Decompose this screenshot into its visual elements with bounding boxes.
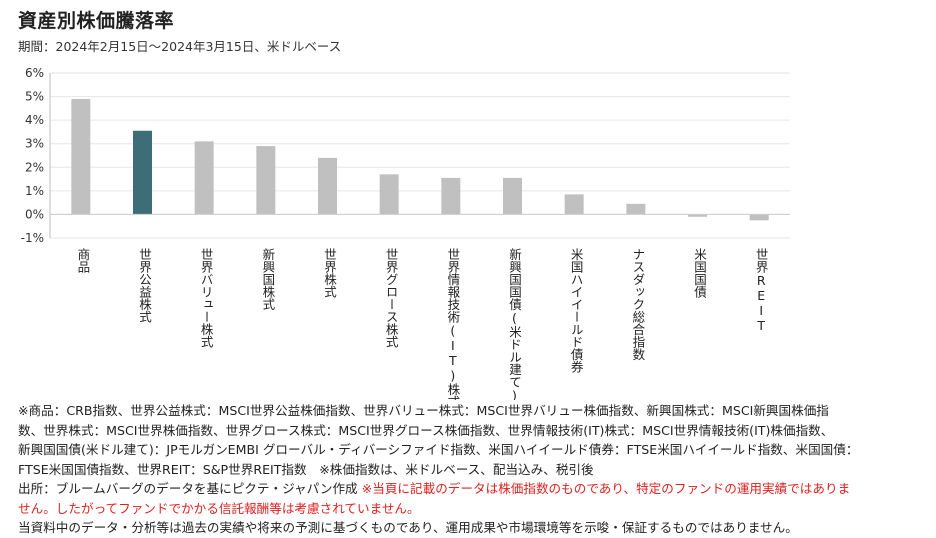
category-label: 米国ハイイールド債券	[569, 248, 584, 373]
category-label: 世界公益株式	[137, 248, 152, 323]
bar	[626, 203, 646, 215]
category-label: 世界REIT	[754, 248, 769, 333]
footnote-line: 数、世界株式：MSCI世界株価指数、世界グロース株式：MSCI世界グロース株価指…	[18, 422, 834, 438]
chart-subtitle: 期間：2024年2月15日～2024年3月15日、米ドルベース	[18, 39, 342, 54]
y-tick-label: -1%	[21, 231, 44, 245]
y-tick-label: 0%	[25, 207, 44, 221]
bar	[318, 157, 337, 215]
disclaimer-text: ※当頁に記載のデータは株価指数のものであり、特定のファンドの運用実績ではありま	[361, 481, 851, 496]
bar-chart: -1% 0% 1% 2% 3% 4% 5% 6% 商品 世界公益株式 世界バリュー株式 新興国株式 世界…	[21, 66, 790, 400]
category-label: 世界バリュー株式	[199, 248, 214, 348]
category-label: 世界グロース株式	[384, 248, 399, 348]
y-tick-label: 6%	[25, 66, 44, 80]
y-tick-label: 1%	[25, 184, 44, 198]
y-tick-label: 5%	[25, 90, 44, 104]
bar	[133, 130, 152, 215]
category-label: ナスダック総合指数	[630, 248, 645, 361]
bar	[256, 146, 276, 215]
footnote-line: ※商品：CRB指数、世界公益株式：MSCI世界公益株価指数、世界バリュー株式：M…	[18, 403, 829, 418]
bar	[564, 194, 584, 215]
disclaimer-text: せん。したがってファンドでかかる信託報酬等は考慮されていません。	[18, 500, 420, 516]
footnote-line: 新興国国債(米ドル建て)：JPモルガンEMBI グローバル・ディバーシファイド指…	[18, 442, 859, 457]
bar	[441, 177, 461, 215]
category-label: 米国国債	[692, 248, 707, 299]
footnote-line: FTSE米国国債指数、世界REIT：S&P世界REIT指数 ※株価指数は、米ドル…	[18, 461, 594, 477]
category-label: 新興国国債(米ドル建て)	[507, 247, 522, 400]
bar	[503, 177, 522, 215]
bar	[194, 141, 214, 215]
bar	[688, 214, 707, 217]
bar	[71, 98, 91, 215]
category-label: 商品	[75, 247, 90, 273]
y-tick-label: 3%	[25, 137, 44, 151]
chart-title: 資産別株価騰落率	[18, 10, 175, 32]
bar	[379, 174, 399, 215]
footnotes: ※商品：CRB指数、世界公益株式：MSCI世界公益株価指数、世界バリュー株式：M…	[18, 401, 923, 538]
source-text: 出所：ブルームバーグのデータを基にピクテ・ジャパン作成	[18, 481, 358, 496]
footnote-line: 当資料中のデータ・分析等は過去の実績や将来の予測に基づくものであり、運用成果や市…	[18, 520, 798, 535]
bar	[749, 214, 769, 221]
category-label: 世界株式	[322, 248, 337, 298]
category-label: 新興国株式	[260, 247, 275, 311]
y-tick-label: 2%	[25, 160, 44, 174]
category-label: 世界情報技術(IT)株式	[445, 248, 460, 400]
y-tick-label: 4%	[25, 113, 44, 127]
footnote-source-line: 出所：ブルームバーグのデータを基にピクテ・ジャパン作成 ※当頁に記載のデータは株…	[18, 479, 923, 499]
